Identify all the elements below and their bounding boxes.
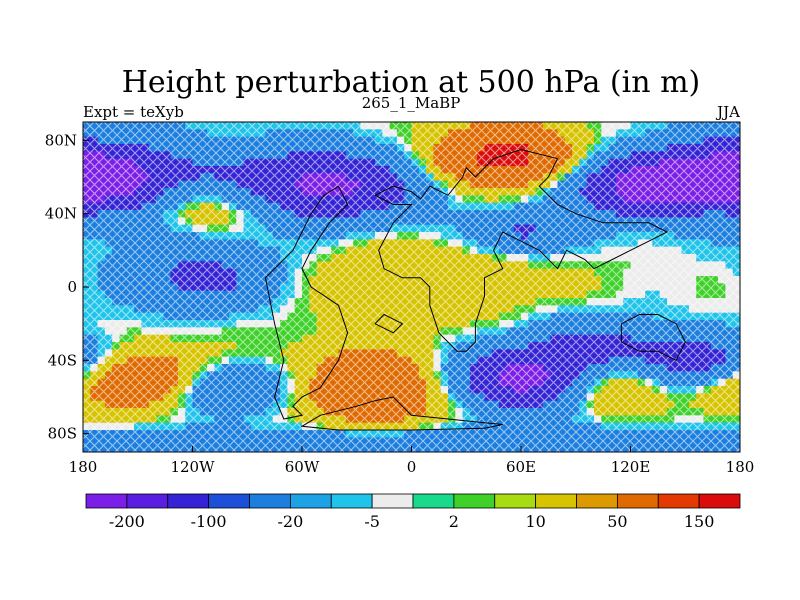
center-string: 265_1_MaBP: [362, 94, 461, 112]
colorbar-box: [167, 493, 210, 509]
colorbar-box: [330, 493, 373, 509]
x-tick-label: 180: [69, 458, 98, 476]
colorbar-box: [535, 493, 577, 509]
x-tick-label: 60E: [506, 458, 536, 476]
right-string: JJA: [715, 103, 740, 121]
colorbar-label: 150: [684, 512, 715, 531]
y-tick-label: 80N: [45, 131, 77, 149]
x-tick-label: 60W: [285, 458, 320, 476]
coastline: [620, 314, 686, 361]
colorbar-label: -100: [191, 512, 227, 531]
x-axis: 180 120W 60W 0 60E 120E 180: [69, 446, 755, 476]
chart-title: Height perturbation at 500 hPa (in m): [122, 65, 700, 100]
y-tick-label: 0: [67, 278, 77, 296]
colorbar-box: [208, 493, 250, 509]
colorbar-box: [126, 493, 169, 509]
colorbar-label: -5: [364, 512, 380, 531]
colorbar-box: [371, 493, 414, 509]
y-tick-label: 40S: [48, 351, 77, 369]
colorbar-box: [289, 493, 332, 509]
colorbar-box: [657, 493, 700, 509]
y-axis: 80N 40N 0 40S 80S: [45, 131, 89, 443]
colorbar-box: [616, 493, 659, 509]
coastline: [374, 313, 404, 334]
coastlines: [264, 148, 686, 431]
colorbar-box: [576, 493, 618, 509]
colorbar-box: [494, 493, 537, 509]
x-tick-label: 0: [407, 458, 417, 476]
colorbar-box: [85, 493, 128, 509]
plot-area: [83, 122, 740, 452]
colorbar-label: -20: [277, 512, 303, 531]
x-tick-label: 180: [726, 458, 755, 476]
coastline: [300, 396, 503, 431]
colorbar-label: 10: [525, 512, 545, 531]
colorbar-box: [698, 493, 741, 509]
y-tick-label: 80S: [48, 425, 77, 443]
x-tick-label: 120W: [170, 458, 215, 476]
colorbar-label: 50: [607, 512, 627, 531]
colorbar-box: [453, 493, 496, 509]
colorbar-box: [249, 493, 291, 509]
coastline: [264, 185, 349, 420]
colorbar-label: -200: [109, 512, 145, 531]
stipple-overlay: [83, 122, 740, 452]
coastline: [374, 148, 669, 352]
colorbar-box: [412, 493, 455, 509]
colorbar: -200 -100 -20 -5 2 10 50 150: [85, 493, 741, 531]
left-string: Expt = teXyb: [83, 103, 184, 121]
y-tick-label: 40N: [45, 205, 77, 223]
x-tick-label: 120E: [611, 458, 651, 476]
colorbar-label: 2: [449, 512, 459, 531]
